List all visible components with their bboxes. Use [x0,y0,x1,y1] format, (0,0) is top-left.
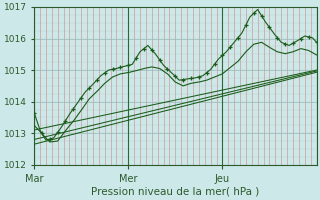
X-axis label: Pression niveau de la mer( hPa ): Pression niveau de la mer( hPa ) [91,187,260,197]
